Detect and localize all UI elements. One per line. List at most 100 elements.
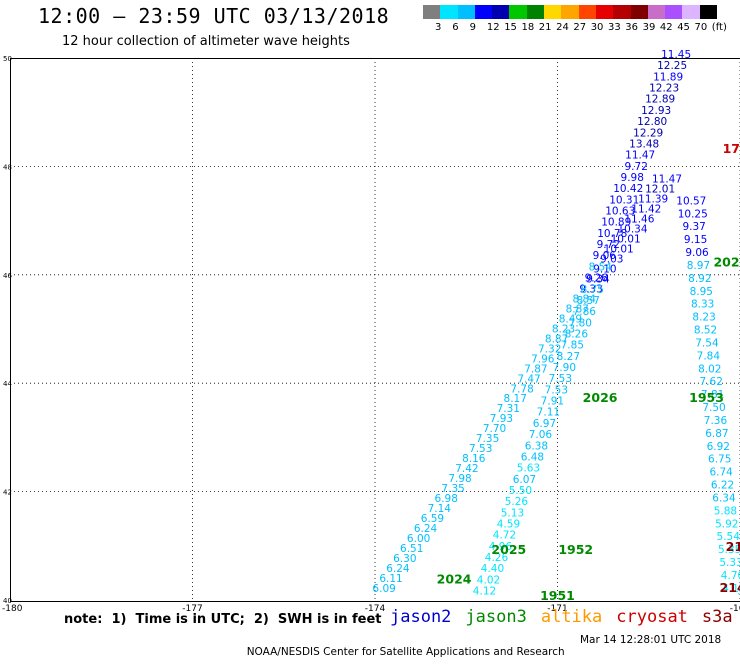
- swh-value-label: 8.87: [566, 303, 589, 315]
- swh-value-label: 8.97: [687, 260, 710, 272]
- swh-value-label: 9.37: [682, 221, 705, 233]
- swh-value-label: 7.86: [573, 306, 597, 318]
- swh-value-label: 6.34: [712, 492, 736, 504]
- chart-title: 12:00 — 23:59 UTC 03/13/2018: [38, 4, 390, 28]
- swh-value-label: 10.34: [617, 224, 647, 236]
- pass-time-label: 1952: [558, 542, 593, 557]
- swh-value-label: 7.62: [700, 376, 723, 388]
- colorbar-label: 18: [521, 22, 535, 33]
- legend-entry-jason2: jason2: [390, 607, 452, 627]
- colorbar-label: (ft): [711, 22, 727, 33]
- swh-value-label: 6.38: [525, 440, 548, 452]
- swh-value-label: 7.14: [428, 503, 452, 515]
- swh-value-label: 9.98: [621, 172, 644, 184]
- chart-subtitle: 12 hour collection of altimeter wave hei…: [62, 34, 350, 49]
- swh-value-label: 11.45: [661, 49, 691, 61]
- swh-value-label: 7.32: [538, 343, 561, 355]
- colorbar-swatch: [682, 5, 700, 19]
- swh-value-label: 6.75: [708, 454, 731, 466]
- swh-value-label: 7.35: [441, 483, 464, 495]
- swh-value-label: 9.03: [600, 254, 623, 266]
- swh-value-label: 12.01: [645, 184, 675, 196]
- swh-value-label: 10.78: [597, 228, 627, 240]
- footer-credit: NOAA/NESDIS Center for Satellite Applica…: [246, 646, 565, 658]
- swh-value-label: 5.26: [737, 586, 740, 598]
- swh-value-label: 8.84: [573, 293, 597, 305]
- legend-entry-altika: altika: [540, 607, 603, 627]
- swh-value-label: 12.23: [649, 83, 679, 95]
- colorbar-label: 45: [677, 22, 690, 33]
- swh-value-label: 11.42: [631, 204, 661, 216]
- swh-value-label: 8.16: [462, 453, 486, 465]
- swh-value-label: 9.06: [593, 250, 617, 262]
- swh-value-label: 10.63: [605, 206, 635, 218]
- swh-value-label: 11.47: [652, 174, 682, 186]
- swh-value-label: 13.48: [629, 138, 659, 150]
- swh-value-label: 6.24: [386, 563, 410, 575]
- colorbar-label: 6: [452, 22, 459, 33]
- pass-time-label: 1953: [689, 390, 724, 405]
- swh-value-label: 9.26: [585, 273, 609, 285]
- swh-value-label: 5.35: [718, 544, 740, 556]
- x-tick-label: -180: [2, 604, 23, 614]
- y-tick-label: 50: [3, 55, 12, 63]
- swh-value-label: 7.53: [469, 443, 492, 455]
- swh-value-label: 7.81: [701, 389, 724, 401]
- swh-value-label: 7.96: [531, 353, 555, 365]
- colorbar-swatch: [544, 5, 562, 19]
- swh-value-label: 8.26: [565, 328, 589, 340]
- swh-value-label: 8.87: [545, 333, 568, 345]
- colorbar-swatch: [665, 5, 683, 19]
- swh-value-label: 7.70: [483, 423, 506, 435]
- swh-value-label: 9.72: [597, 239, 620, 251]
- swh-value-label: 7.87: [524, 363, 547, 375]
- colorbar-swatch: [595, 5, 614, 19]
- swh-value-label: 4.26: [485, 552, 509, 564]
- swh-value-label: 8.49: [559, 313, 582, 325]
- swh-value-label: 8.92: [688, 273, 711, 285]
- colorbar-label: 15: [504, 22, 517, 33]
- pass-time-label: 2025: [491, 542, 526, 557]
- swh-value-label: 7.91: [541, 396, 564, 408]
- pass-time-label: 1732: [723, 141, 740, 156]
- colorbar-swatch: [440, 5, 458, 19]
- footer-timestamp: Mar 14 12:28:01 UTC 2018: [580, 634, 722, 646]
- swh-value-label: 6.11: [379, 573, 402, 585]
- swh-value-label: 7.11: [537, 407, 560, 419]
- swh-value-label: 6.59: [421, 513, 444, 525]
- x-tick-label: -168: [730, 604, 740, 614]
- x-tick-label: -171: [547, 604, 567, 614]
- swh-value-label: 8.54: [589, 261, 613, 273]
- swh-value-label: 7.47: [517, 373, 540, 385]
- swh-value-label: 5.92: [715, 518, 738, 530]
- colorbar-swatch: [423, 5, 441, 19]
- y-tick-label: 46: [3, 272, 12, 280]
- colorbar-swatch: [613, 5, 631, 19]
- swh-value-label: 4.72: [493, 530, 516, 542]
- swh-value-label: 9.15: [684, 234, 707, 246]
- swh-value-label: 10.57: [676, 195, 706, 207]
- swh-value-label: 8.75: [581, 284, 604, 296]
- colorbar-label: 33: [608, 22, 621, 33]
- swh-value-label: 7.53: [549, 373, 572, 385]
- swh-value-label: 8.17: [504, 393, 527, 405]
- swh-value-label: 7.78: [510, 383, 533, 395]
- colorbar-swatch: [474, 5, 493, 19]
- swh-value-label: 8.33: [691, 299, 714, 311]
- swh-value-label: 9.34: [586, 273, 610, 285]
- swh-value-label: 6.22: [711, 480, 734, 492]
- swh-value-label: 11.47: [625, 150, 655, 162]
- swh-value-label: 4.59: [497, 519, 520, 531]
- wave-height-map: 40 42 44 46 48 50 -180 -177 -174 -171 -168 6.096.11…: [2, 49, 740, 614]
- swh-value-label: 6.48: [521, 451, 544, 463]
- footer: NOAA/NESDIS Center for Satellite Applica…: [240, 634, 740, 670]
- swh-value-label: 12.29: [633, 127, 663, 139]
- colorbar-label: 70: [694, 22, 708, 33]
- swh-value-label: 6.87: [705, 428, 728, 440]
- swh-value-label: 6.98: [435, 493, 458, 505]
- swh-value-label: 5.13: [501, 507, 524, 519]
- colorbar-label: 12: [486, 22, 500, 33]
- legend-entry-cryosat: cryosat: [616, 607, 688, 627]
- pass-time-label: 2143: [726, 539, 740, 554]
- legend-entry-s3a: s3a: [701, 607, 733, 627]
